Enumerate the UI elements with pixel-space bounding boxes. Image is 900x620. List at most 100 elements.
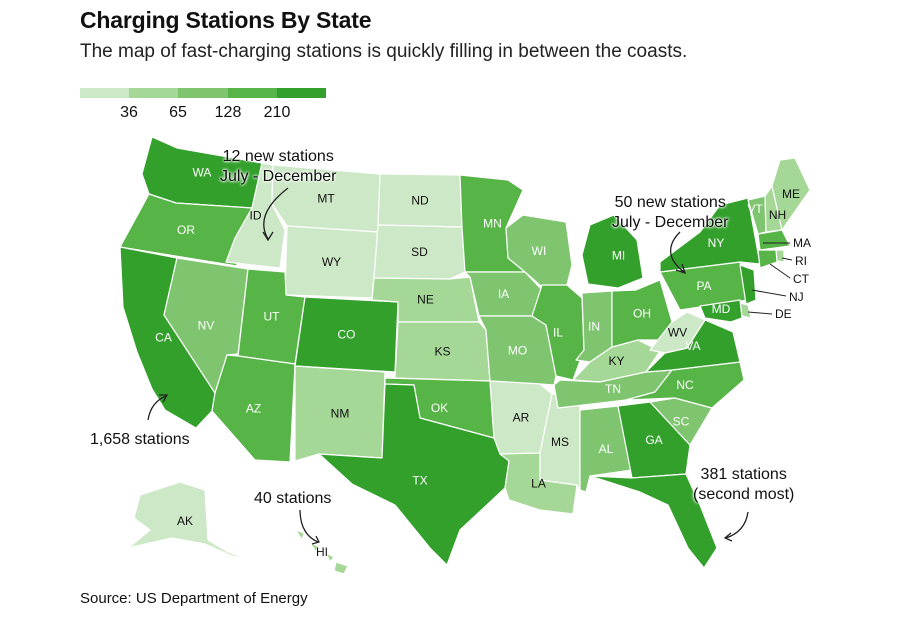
state-label-WY: WY — [322, 255, 341, 269]
legend-swatch-4 — [276, 88, 327, 98]
annotation-michigan-line2: July - December — [612, 214, 729, 231]
state-label-CO: CO — [338, 328, 356, 342]
state-label-VA: VA — [685, 339, 700, 353]
legend-tick-label: 128 — [214, 104, 242, 121]
state-FL[interactable] — [589, 473, 718, 569]
state-label-HI: HI — [316, 545, 328, 559]
state-label-SD: SD — [411, 245, 428, 259]
state-label-CT: CT — [793, 272, 810, 286]
state-label-ND: ND — [411, 194, 429, 208]
state-label-WV: WV — [668, 326, 687, 340]
state-label-NC: NC — [676, 378, 694, 392]
montana-arrowhead — [262, 231, 274, 242]
state-MI[interactable] — [581, 214, 644, 289]
state-label-AR: AR — [513, 411, 530, 425]
florida-arrow — [725, 511, 749, 539]
state-label-LA: LA — [531, 477, 546, 491]
state-label-WI: WI — [532, 244, 547, 258]
state-label-NH: NH — [769, 208, 786, 222]
legend-tick-label: 65 — [169, 104, 187, 121]
legend-swatch-2 — [178, 88, 228, 98]
state-AK[interactable] — [127, 481, 251, 561]
state-label-AL: AL — [599, 442, 614, 456]
legend-swatch-0 — [80, 88, 130, 98]
legend-swatch-3 — [227, 88, 277, 98]
state-NY[interactable] — [659, 197, 761, 273]
michigan-arrowhead — [675, 263, 687, 275]
state-label-NE: NE — [417, 293, 434, 307]
state-label-VT: VT — [747, 202, 763, 216]
hawaii-arrowhead — [311, 535, 320, 545]
state-WV[interactable] — [649, 311, 706, 354]
state-label-WA: WA — [193, 166, 212, 180]
annotation-hawaii: 40 stations — [254, 490, 332, 507]
state-label-CA: CA — [155, 331, 172, 345]
state-NJ[interactable] — [739, 264, 757, 305]
state-label-MS: MS — [551, 435, 569, 449]
state-HI[interactable] — [295, 529, 349, 575]
state-label-OR: OR — [177, 223, 195, 237]
annotation-michigan: 50 new stations July - December — [612, 193, 728, 233]
annotation-california: 1,658 stations — [90, 431, 190, 448]
annotation-florida: 381 stations (second most) — [693, 465, 794, 505]
state-AZ[interactable] — [211, 354, 296, 463]
state-label-ID: ID — [250, 209, 262, 223]
state-GA[interactable] — [617, 401, 691, 479]
state-label-RI: RI — [795, 254, 807, 268]
state-label-MI: MI — [612, 249, 625, 263]
state-label-KY: KY — [608, 354, 624, 368]
state-label-ME: ME — [782, 187, 800, 201]
chart-subtitle: The map of fast-charging stations is qui… — [80, 41, 688, 62]
state-label-TX: TX — [412, 474, 427, 488]
state-label-IN: IN — [588, 320, 600, 334]
state-label-AZ: AZ — [246, 402, 261, 416]
state-NC[interactable] — [625, 361, 745, 409]
state-label-MN: MN — [483, 217, 502, 231]
annotation-arrows — [147, 187, 749, 545]
state-label-DE: DE — [775, 307, 792, 321]
state-CT[interactable] — [757, 249, 778, 269]
state-MA[interactable] — [757, 229, 791, 251]
california-arrow — [147, 395, 167, 421]
state-label-NM: NM — [331, 407, 350, 421]
state-label-AK: AK — [177, 514, 193, 528]
state-TX[interactable] — [318, 383, 510, 566]
state-label-SC: SC — [673, 415, 690, 429]
state-label-MA: MA — [793, 236, 811, 250]
state-label-IA: IA — [498, 287, 509, 301]
state-label-KS: KS — [434, 345, 450, 359]
legend-tick-label: 210 — [263, 104, 291, 121]
state-label-UT: UT — [264, 310, 281, 324]
leader-lines — [747, 242, 793, 315]
state-label-FL: FL — [654, 524, 668, 538]
state-ME[interactable] — [771, 157, 811, 231]
hawaii-arrow — [299, 509, 319, 543]
state-label-OK: OK — [431, 401, 448, 415]
annotation-montana-line1: 12 new stations — [222, 148, 334, 165]
state-label-MD: MD — [712, 302, 731, 316]
annotation-florida-line2: (second most) — [693, 486, 795, 503]
source-note: Source: US Department of Energy — [80, 590, 308, 607]
state-label-IL: IL — [553, 326, 563, 340]
state-label-MT: MT — [317, 192, 335, 206]
annotation-florida-line1: 381 stations — [700, 466, 787, 483]
legend-tick-label: 36 — [120, 104, 138, 121]
state-label-GA: GA — [645, 433, 662, 447]
state-label-NY: NY — [708, 236, 725, 250]
legend-swatch-1 — [129, 88, 179, 98]
state-SD[interactable] — [373, 224, 466, 280]
state-label-MO: MO — [508, 344, 527, 358]
legend-color-bar — [80, 88, 327, 98]
state-label-TN: TN — [605, 382, 621, 396]
state-label-NV: NV — [198, 319, 215, 333]
california-arrowhead — [159, 394, 169, 403]
annotation-montana: 12 new stations July - December — [220, 147, 336, 187]
state-label-PA: PA — [696, 279, 711, 293]
state-MD[interactable] — [699, 299, 743, 323]
chart-title: Charging Stations By State — [80, 7, 372, 33]
legend: 36 65 128 210 — [80, 88, 327, 128]
state-label-NJ: NJ — [789, 290, 804, 304]
florida-arrowhead — [723, 532, 733, 542]
annotation-michigan-line1: 50 new stations — [614, 194, 726, 211]
